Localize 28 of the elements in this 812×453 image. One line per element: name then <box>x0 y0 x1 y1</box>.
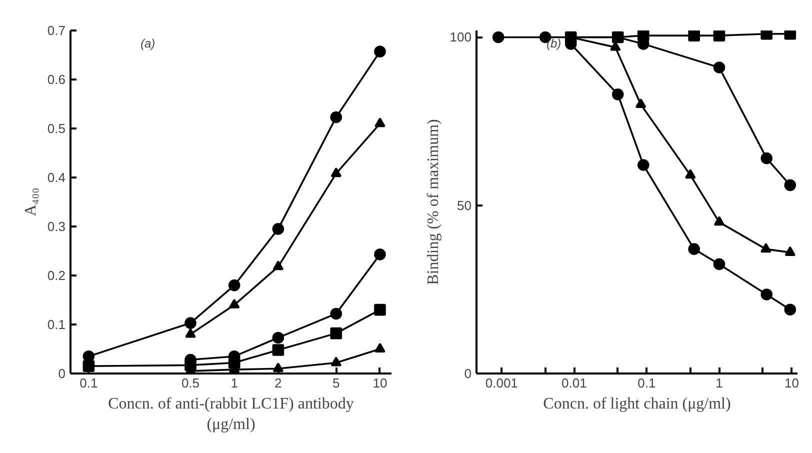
y-tick-label: 0.3 <box>47 219 66 234</box>
y-axis-title: A₄₀₀ <box>22 188 40 216</box>
x-tick-label: 10 <box>372 376 388 390</box>
y-tick-label: 0.1 <box>47 317 66 332</box>
y-tick-label: 0.7 <box>47 23 66 38</box>
y-tick-label: 0.5 <box>47 121 66 136</box>
x-tick-label: 0.001 <box>485 376 518 390</box>
x-tick-label: 0.5 <box>181 376 200 390</box>
y-tick-label: 0 <box>58 366 66 381</box>
x-axis-title: Concn. of anti-(rabbit LC1F) antibody (μg/ml) <box>108 396 354 433</box>
x-tick-label: 1 <box>716 376 723 390</box>
y-tick-label: 100 <box>450 30 472 45</box>
x-tick-label: 10 <box>784 376 799 390</box>
x-tick-label: 0.01 <box>562 376 587 390</box>
y-tick-label: 0.6 <box>47 72 66 87</box>
y-tick-label: 50 <box>457 198 472 213</box>
y-tick-label: 0.2 <box>47 268 66 283</box>
x-tick-label: 0.1 <box>80 376 98 390</box>
y-tick-label: 0 <box>464 366 472 381</box>
x-tick-label: 2 <box>274 376 282 390</box>
annotation: (a) <box>140 36 156 50</box>
x-tick-label: 5 <box>332 376 340 390</box>
x-tick-label: 1 <box>230 376 238 390</box>
x-tick-label: 0.1 <box>638 376 656 390</box>
y-axis-title: Binding (% of maximum) <box>424 119 442 285</box>
x-axis-title: Concn. of light chain (μg/ml) <box>543 396 731 412</box>
annotation: (b) <box>546 36 562 50</box>
y-tick-label: 0.4 <box>47 170 66 185</box>
